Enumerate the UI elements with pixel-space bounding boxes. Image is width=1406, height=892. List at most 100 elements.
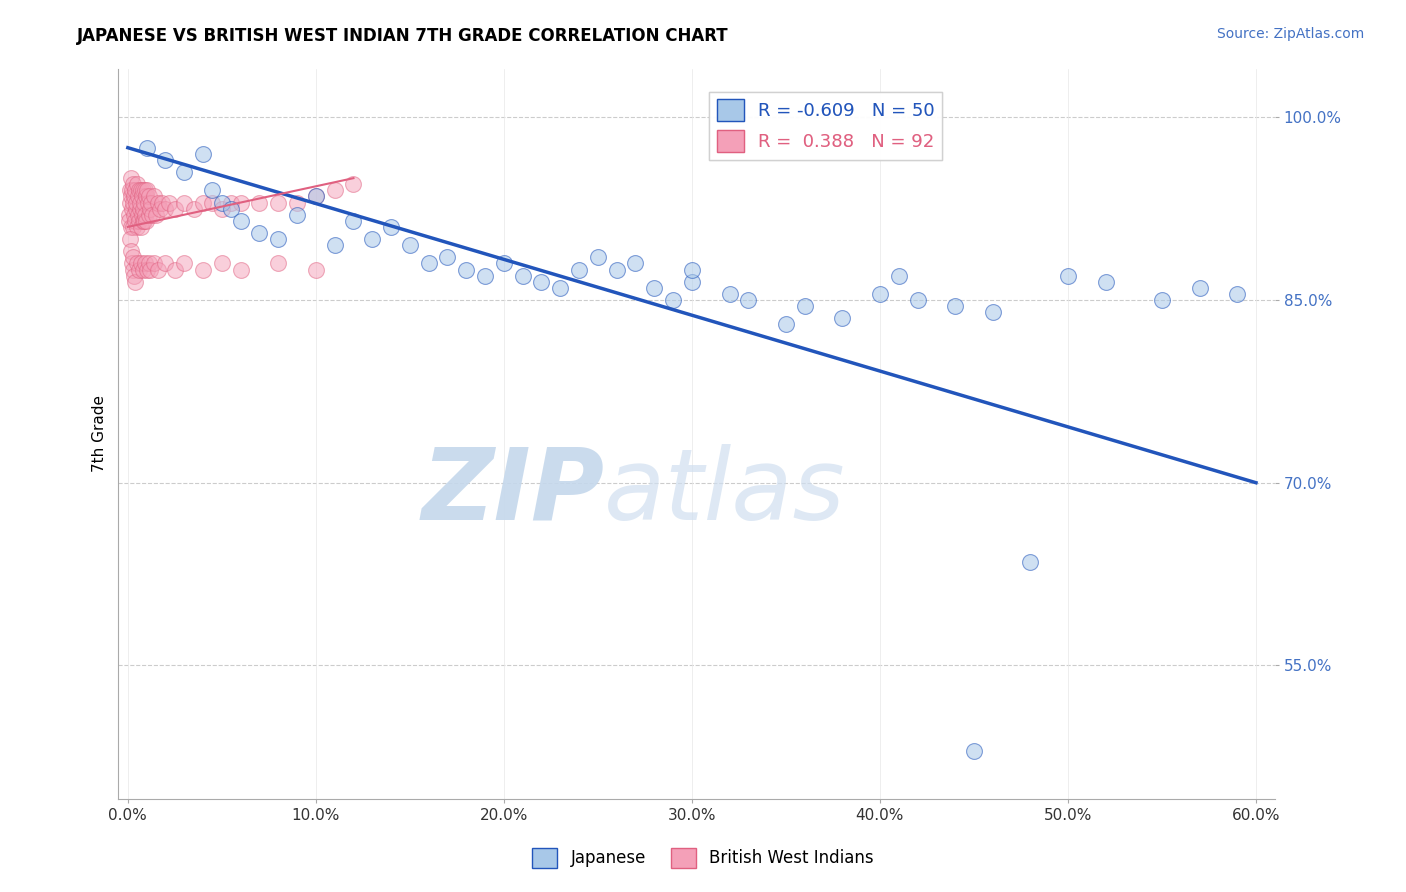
Point — [1188, 281, 1211, 295]
Point — [143, 189, 166, 203]
Point — [456, 262, 478, 277]
Point — [163, 202, 186, 216]
Point — [120, 189, 142, 203]
Point — [155, 256, 177, 270]
Point — [624, 256, 647, 270]
Point — [121, 262, 143, 277]
Point — [125, 202, 148, 216]
Point — [662, 293, 685, 307]
Point — [121, 202, 143, 216]
Point — [138, 208, 160, 222]
Point — [474, 268, 496, 283]
Point — [139, 202, 162, 216]
Point — [121, 256, 143, 270]
Point — [249, 195, 271, 210]
Point — [737, 293, 759, 307]
Point — [118, 232, 141, 246]
Point — [122, 195, 145, 210]
Legend: Japanese, British West Indians: Japanese, British West Indians — [526, 841, 880, 875]
Point — [128, 214, 150, 228]
Point — [211, 195, 233, 210]
Point — [132, 262, 155, 277]
Point — [981, 305, 1004, 319]
Point — [135, 189, 157, 203]
Point — [267, 195, 290, 210]
Point — [120, 171, 142, 186]
Point — [129, 195, 152, 210]
Point — [118, 208, 141, 222]
Point — [606, 262, 628, 277]
Point — [132, 195, 155, 210]
Point — [125, 195, 148, 210]
Point — [963, 744, 986, 758]
Point — [492, 256, 515, 270]
Point — [191, 262, 214, 277]
Point — [305, 189, 328, 203]
Point — [586, 251, 609, 265]
Point — [201, 195, 224, 210]
Point — [380, 219, 402, 234]
Point — [211, 256, 233, 270]
Point — [127, 256, 149, 270]
Point — [134, 183, 156, 197]
Point — [305, 189, 328, 203]
Point — [512, 268, 534, 283]
Point — [131, 214, 153, 228]
Point — [127, 189, 149, 203]
Point — [143, 256, 166, 270]
Point — [943, 299, 966, 313]
Point — [120, 195, 142, 210]
Point — [1226, 286, 1249, 301]
Y-axis label: 7th Grade: 7th Grade — [93, 395, 107, 473]
Point — [146, 195, 169, 210]
Point — [173, 195, 195, 210]
Point — [681, 275, 703, 289]
Legend: R = -0.609   N = 50, R =  0.388   N = 92: R = -0.609 N = 50, R = 0.388 N = 92 — [710, 92, 942, 160]
Point — [267, 256, 290, 270]
Point — [127, 178, 149, 192]
Point — [118, 214, 141, 228]
Point — [121, 183, 143, 197]
Text: atlas: atlas — [605, 444, 846, 541]
Point — [681, 262, 703, 277]
Point — [134, 256, 156, 270]
Point — [361, 232, 384, 246]
Point — [285, 195, 308, 210]
Point — [229, 262, 252, 277]
Point — [127, 208, 149, 222]
Point — [173, 165, 195, 179]
Point — [775, 318, 797, 332]
Point — [134, 214, 156, 228]
Point — [128, 262, 150, 277]
Text: Source: ZipAtlas.com: Source: ZipAtlas.com — [1216, 27, 1364, 41]
Point — [323, 183, 346, 197]
Point — [285, 208, 308, 222]
Point — [124, 183, 146, 197]
Point — [342, 214, 364, 228]
Point — [145, 208, 167, 222]
Point — [135, 183, 157, 197]
Point — [887, 268, 910, 283]
Point — [129, 256, 152, 270]
Point — [122, 251, 145, 265]
Point — [548, 281, 571, 295]
Point — [139, 262, 162, 277]
Point — [128, 202, 150, 216]
Point — [122, 208, 145, 222]
Point — [124, 214, 146, 228]
Point — [267, 232, 290, 246]
Point — [121, 219, 143, 234]
Point — [135, 262, 157, 277]
Point — [183, 202, 205, 216]
Point — [124, 189, 146, 203]
Point — [120, 219, 142, 234]
Point — [1150, 293, 1173, 307]
Point — [128, 183, 150, 197]
Point — [131, 208, 153, 222]
Point — [718, 286, 741, 301]
Point — [1019, 555, 1042, 569]
Point — [907, 293, 929, 307]
Point — [323, 238, 346, 252]
Point — [129, 183, 152, 197]
Point — [530, 275, 553, 289]
